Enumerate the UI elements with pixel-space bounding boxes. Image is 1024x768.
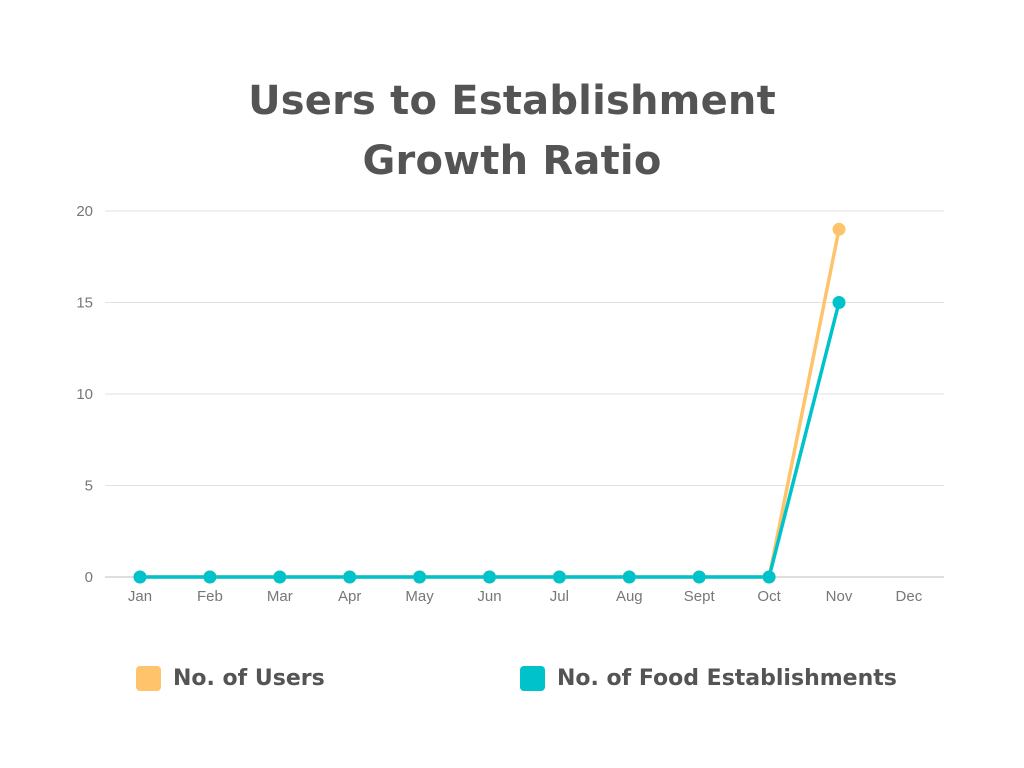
y-tick-label: 20 bbox=[76, 203, 93, 220]
x-tick-label-jun: Jun bbox=[477, 588, 501, 605]
data-point-s1-jan bbox=[133, 570, 147, 584]
x-tick-label-sept: Sept bbox=[684, 588, 716, 605]
y-tick-label: 0 bbox=[85, 569, 93, 586]
series-lines bbox=[138, 227, 841, 579]
data-point-s1-jun bbox=[483, 570, 496, 584]
x-tick-label-mar: Mar bbox=[267, 588, 293, 605]
data-point-s1-oct bbox=[762, 570, 776, 584]
x-tick-label-oct: Oct bbox=[757, 588, 781, 605]
data-point-s1-aug bbox=[622, 570, 636, 584]
x-tick-label-jan: Jan bbox=[128, 588, 152, 605]
legend-swatch-users bbox=[136, 665, 161, 691]
data-point-s1-feb bbox=[203, 570, 217, 584]
data-point-s1-apr bbox=[343, 570, 357, 584]
data-point-s1-jul bbox=[552, 570, 566, 584]
data-point-s1-sept bbox=[692, 570, 706, 584]
gridlines bbox=[105, 210, 944, 578]
chart-title-line-2: Growth Ratio bbox=[362, 138, 662, 184]
legend-label-users: No. of Users bbox=[173, 665, 325, 691]
x-tick-label-nov: Nov bbox=[826, 588, 853, 605]
legend-swatch-food-establishments bbox=[520, 665, 545, 691]
x-tick-label-feb: Feb bbox=[197, 588, 223, 605]
legend-item-users: No. of Users bbox=[136, 662, 325, 694]
x-tick-label-dec: Dec bbox=[896, 588, 923, 605]
x-tick-label-aug: Aug bbox=[616, 588, 643, 605]
data-point-s1-nov bbox=[832, 296, 846, 309]
chart-title-line-1: Users to Establishment bbox=[248, 78, 776, 124]
y-tick-label: 10 bbox=[76, 386, 93, 403]
series-points bbox=[133, 222, 846, 584]
y-tick-label: 15 bbox=[76, 295, 93, 312]
legend-item-food-establishments: No. of Food Establishments bbox=[520, 662, 897, 694]
y-axis-ticks: 0 5 10 15 20 bbox=[76, 203, 93, 586]
data-point-s1-may bbox=[413, 570, 427, 584]
legend-label-food-establishments: No. of Food Establishments bbox=[557, 665, 897, 691]
y-tick-label: 5 bbox=[85, 478, 93, 495]
x-tick-label-jul: Jul bbox=[550, 588, 569, 605]
x-axis-ticks: Jan Feb Mar Apr May Jun Jul Aug Sept Oct Nov Dec bbox=[128, 588, 923, 605]
x-tick-label-apr: Apr bbox=[338, 588, 361, 605]
data-point-s0-nov bbox=[832, 222, 846, 236]
data-point-s1-mar bbox=[273, 570, 287, 584]
x-tick-label-may: May bbox=[405, 588, 434, 605]
series-line-1 bbox=[138, 300, 841, 579]
series-line-0 bbox=[138, 227, 841, 579]
